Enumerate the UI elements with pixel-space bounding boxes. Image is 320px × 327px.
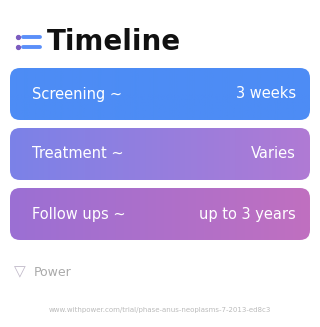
Text: Follow ups ~: Follow ups ~ <box>32 206 126 221</box>
Text: up to 3 years: up to 3 years <box>199 206 296 221</box>
Text: 3 weeks: 3 weeks <box>236 87 296 101</box>
Text: Treatment ~: Treatment ~ <box>32 146 124 162</box>
Text: Screening ~: Screening ~ <box>32 87 122 101</box>
Text: Timeline: Timeline <box>47 28 181 56</box>
Text: www.withpower.com/trial/phase-anus-neoplasms-7-2013-ed8c3: www.withpower.com/trial/phase-anus-neopl… <box>49 307 271 313</box>
Text: ▽: ▽ <box>14 265 26 280</box>
Text: Power: Power <box>34 266 72 279</box>
Text: Varies: Varies <box>251 146 296 162</box>
